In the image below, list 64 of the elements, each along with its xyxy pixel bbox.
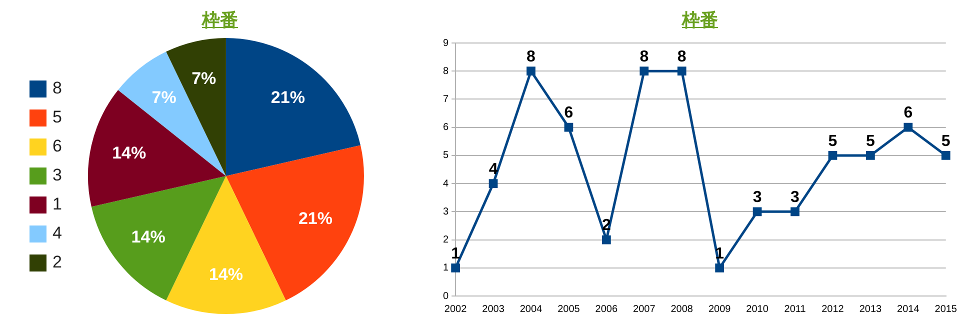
x-tick-label: 2015 [934,304,958,315]
point [828,151,838,160]
data-label: 6 [564,104,574,122]
data-label: 14% [112,144,146,163]
data-label: 3 [752,189,762,206]
x-tick-label: 2003 [482,304,505,315]
x-tick-label: 2008 [670,304,694,315]
y-tick-label: 2 [443,234,449,246]
point [904,122,913,132]
legend-label: 1 [52,194,62,214]
x-tick-label: 2010 [746,304,769,315]
data-label: 8 [640,48,649,66]
y-tick-label: 1 [443,262,449,274]
y-tick-label: 5 [443,150,449,162]
data-label: 5 [941,132,950,150]
point [715,263,724,272]
legend-label: 4 [52,224,62,243]
data-label: 8 [677,48,686,66]
data-label: 14% [208,265,243,284]
y-tick-label: 0 [443,290,449,302]
point [488,179,498,188]
x-tick-label: 2005 [558,304,580,315]
legend-label: 2 [52,252,62,272]
x-tick-label: 2012 [822,304,844,315]
point [451,263,460,272]
point [790,207,800,216]
x-tick-label: 2002 [444,304,468,315]
chart-title: 枠番 [202,9,238,33]
data-label: 5 [828,132,838,150]
legend-label: 3 [52,166,62,185]
y-tick-label: 8 [443,66,449,77]
y-tick-label: 9 [443,38,449,49]
point [941,151,950,160]
x-tick-label: 2009 [708,304,732,315]
x-tick-label: 2011 [784,304,806,315]
data-label: 5 [866,132,875,150]
point [526,66,536,76]
data-label: 21% [270,88,305,108]
legend-label: 5 [52,108,62,127]
y-tick-label: 4 [443,178,449,190]
data-label: 8 [526,48,536,66]
chart-title: 枠番 [682,9,718,33]
point [640,66,649,76]
x-tick-label: 2014 [897,304,920,315]
x-tick-label: 2006 [595,304,618,315]
point [602,235,611,244]
point [752,207,762,216]
x-tick-label: 2007 [633,304,656,315]
data-label: 7% [152,88,176,108]
legend-label: 8 [52,78,62,98]
data-label: 7% [192,68,216,88]
x-tick-label: 2004 [520,304,543,315]
y-tick-label: 7 [443,94,449,105]
y-tick-label: 3 [443,206,449,218]
point [866,151,875,160]
y-tick-label: 6 [443,122,449,134]
point [564,122,574,132]
data-label: 3 [790,189,800,206]
data-label: 21% [298,208,333,228]
legend-label: 6 [52,136,62,156]
x-tick-label: 2013 [859,304,882,315]
data-label: 6 [904,104,913,122]
point [677,66,686,76]
data-label: 14% [131,228,166,247]
